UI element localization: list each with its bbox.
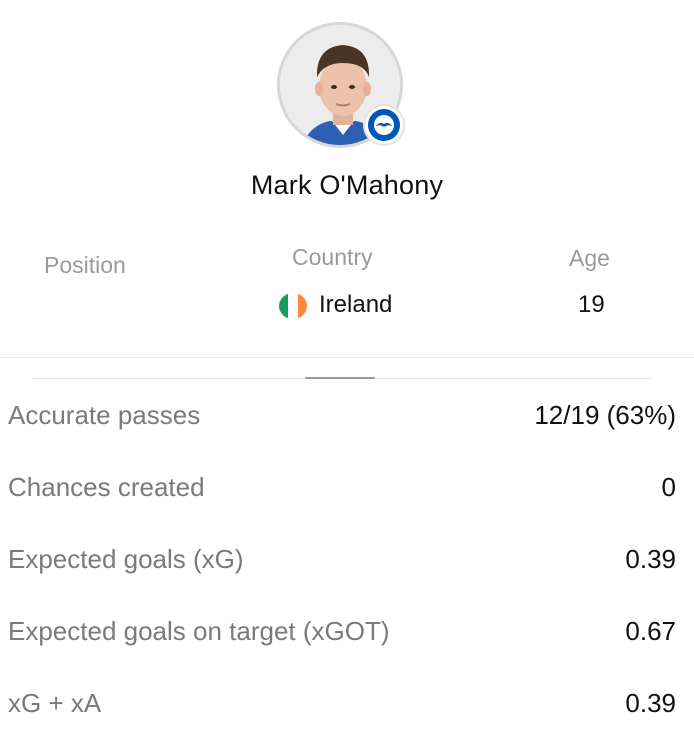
stat-value: 12/19 (63%) <box>534 400 676 430</box>
stat-row-chances-created: Chances created 0 <box>0 472 694 512</box>
stat-label: xG + xA <box>8 688 102 718</box>
stat-row-accurate-passes: Accurate passes 12/19 (63%) <box>0 400 694 440</box>
stat-row-xgot: Expected goals on target (xGOT) 0.67 <box>0 616 694 656</box>
stat-row-expected-goals: Expected goals (xG) 0.39 <box>0 544 694 584</box>
stat-value: 0 <box>661 472 676 502</box>
age-value: 19 <box>578 291 605 318</box>
stat-label: Expected goals on target (xGOT) <box>8 616 390 646</box>
stat-label: Expected goals (xG) <box>8 544 244 574</box>
avatar <box>277 22 403 148</box>
stat-label: Chances created <box>8 472 205 502</box>
stat-value: 0.67 <box>625 616 676 646</box>
player-avatar-group[interactable] <box>277 22 407 152</box>
stat-label: Accurate passes <box>8 400 201 430</box>
player-photo-icon <box>280 25 400 145</box>
country-value: Ireland <box>319 291 393 318</box>
stat-value: 0.39 <box>625 544 676 574</box>
stat-row-xg-xa: xG + xA 0.39 <box>0 688 694 728</box>
age-label: Age <box>569 245 610 271</box>
stat-value: 0.39 <box>625 688 676 718</box>
ireland-flag-icon <box>279 293 307 319</box>
country-label: Country <box>292 244 373 270</box>
club-badge-icon <box>363 104 405 146</box>
position-label: Position <box>44 252 126 278</box>
drag-handle[interactable] <box>305 377 375 379</box>
section-divider <box>0 357 694 358</box>
player-name: Mark O'Mahony <box>250 170 444 200</box>
